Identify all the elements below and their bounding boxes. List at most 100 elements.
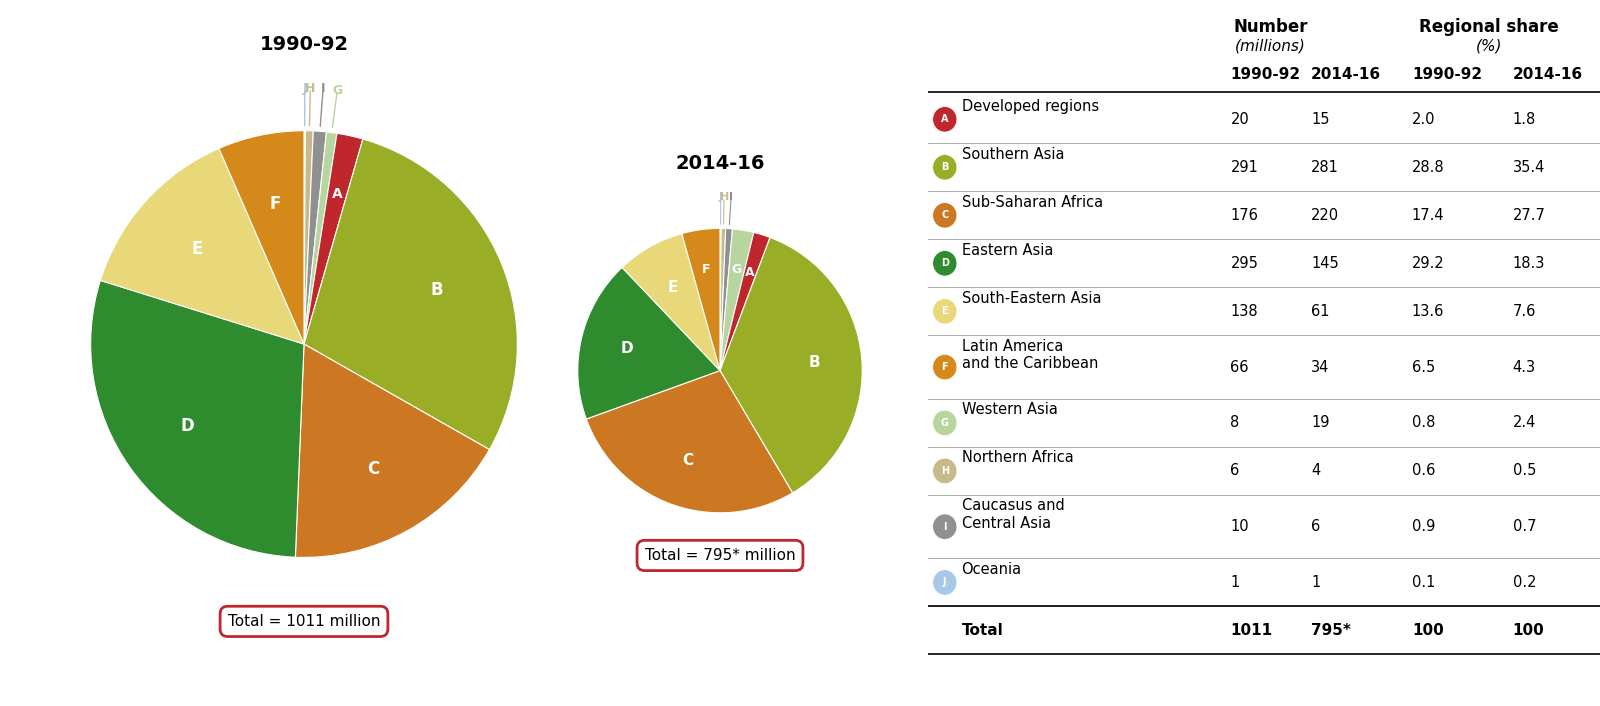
Text: G: G [941, 418, 949, 428]
Text: 0.9: 0.9 [1411, 519, 1435, 534]
Text: Latin America
and the Caribbean: Latin America and the Caribbean [962, 339, 1098, 371]
Wedge shape [304, 133, 363, 344]
Text: 100: 100 [1411, 623, 1443, 638]
Text: Caucasus and
Central Asia: Caucasus and Central Asia [962, 498, 1064, 531]
Text: 61: 61 [1310, 304, 1330, 319]
Text: 66: 66 [1230, 359, 1250, 375]
Text: I: I [322, 83, 325, 95]
Text: C: C [682, 453, 693, 468]
Text: 2.0: 2.0 [1411, 112, 1435, 127]
Text: 4: 4 [1310, 463, 1320, 479]
Text: 1990-92: 1990-92 [1411, 67, 1482, 82]
Wedge shape [720, 229, 754, 371]
Text: 100: 100 [1512, 623, 1544, 638]
Text: 0.5: 0.5 [1512, 463, 1536, 479]
Wedge shape [720, 228, 726, 371]
Text: South-Eastern Asia: South-Eastern Asia [962, 291, 1101, 306]
Text: 0.7: 0.7 [1512, 519, 1536, 534]
Text: 0.8: 0.8 [1411, 415, 1435, 431]
Text: 27.7: 27.7 [1512, 208, 1546, 223]
Text: 2014-16: 2014-16 [1310, 67, 1381, 82]
Text: 4.3: 4.3 [1512, 359, 1536, 375]
Text: 291: 291 [1230, 160, 1258, 175]
Circle shape [933, 299, 957, 324]
Text: 28.8: 28.8 [1411, 160, 1445, 175]
Text: 176: 176 [1230, 208, 1258, 223]
Text: 29.2: 29.2 [1411, 256, 1445, 271]
Text: 220: 220 [1310, 208, 1339, 223]
Text: J: J [302, 82, 307, 95]
Circle shape [933, 354, 957, 380]
Text: F: F [702, 263, 710, 275]
Text: B: B [941, 162, 949, 172]
Text: 17.4: 17.4 [1411, 208, 1445, 223]
Text: I: I [942, 522, 947, 532]
Text: I: I [730, 193, 733, 203]
Text: 8: 8 [1230, 415, 1240, 431]
Text: Total = 795* million: Total = 795* million [645, 548, 795, 563]
Text: 18.3: 18.3 [1512, 256, 1546, 271]
Text: Southern Asia: Southern Asia [962, 147, 1064, 162]
Text: B: B [810, 354, 821, 370]
Text: 1: 1 [1310, 575, 1320, 590]
Text: 138: 138 [1230, 304, 1258, 319]
Text: 145: 145 [1310, 256, 1339, 271]
Text: E: E [667, 280, 678, 295]
Text: 1: 1 [1230, 575, 1240, 590]
Wedge shape [304, 131, 326, 344]
Text: E: E [941, 306, 949, 316]
Circle shape [933, 107, 957, 132]
Circle shape [933, 514, 957, 539]
Text: 6: 6 [1310, 519, 1320, 534]
Text: 10: 10 [1230, 519, 1250, 534]
Wedge shape [720, 229, 733, 371]
Text: Total: Total [962, 623, 1003, 638]
Text: 1.8: 1.8 [1512, 112, 1536, 127]
Text: 34: 34 [1310, 359, 1330, 375]
Text: (%): (%) [1475, 39, 1502, 54]
Text: 35.4: 35.4 [1512, 160, 1546, 175]
Text: H: H [720, 192, 728, 202]
Wedge shape [304, 131, 314, 344]
Text: (millions): (millions) [1235, 39, 1306, 54]
Title: 1990-92: 1990-92 [259, 35, 349, 54]
Wedge shape [101, 148, 304, 344]
Wedge shape [622, 234, 720, 371]
Wedge shape [720, 237, 862, 493]
Wedge shape [586, 371, 792, 513]
Wedge shape [304, 139, 517, 450]
Text: E: E [192, 239, 203, 258]
Text: 2.4: 2.4 [1512, 415, 1536, 431]
Text: G: G [333, 84, 342, 97]
Text: Developed regions: Developed regions [962, 99, 1099, 114]
Text: Northern Africa: Northern Africa [962, 450, 1074, 465]
Text: 1990-92: 1990-92 [1230, 67, 1301, 82]
Wedge shape [304, 132, 338, 344]
Text: G: G [731, 263, 742, 276]
Text: 19: 19 [1310, 415, 1330, 431]
Text: F: F [941, 362, 949, 372]
Title: 2014-16: 2014-16 [675, 154, 765, 173]
Text: Western Asia: Western Asia [962, 402, 1058, 417]
Circle shape [933, 570, 957, 595]
Text: 6.5: 6.5 [1411, 359, 1435, 375]
Wedge shape [296, 344, 490, 558]
Text: 13.6: 13.6 [1411, 304, 1445, 319]
Text: 2014-16: 2014-16 [1512, 67, 1582, 82]
Wedge shape [91, 280, 304, 557]
Text: A: A [331, 187, 342, 201]
Text: 295: 295 [1230, 256, 1258, 271]
Text: D: D [621, 341, 634, 357]
Text: 7.6: 7.6 [1512, 304, 1536, 319]
Wedge shape [219, 131, 304, 344]
Text: H: H [306, 82, 315, 95]
Text: 281: 281 [1310, 160, 1339, 175]
Text: D: D [181, 417, 194, 436]
Circle shape [933, 410, 957, 436]
Text: Eastern Asia: Eastern Asia [962, 243, 1053, 258]
Text: 0.6: 0.6 [1411, 463, 1435, 479]
Wedge shape [578, 268, 720, 419]
Text: A: A [941, 114, 949, 124]
Circle shape [933, 203, 957, 228]
Text: F: F [269, 195, 280, 213]
